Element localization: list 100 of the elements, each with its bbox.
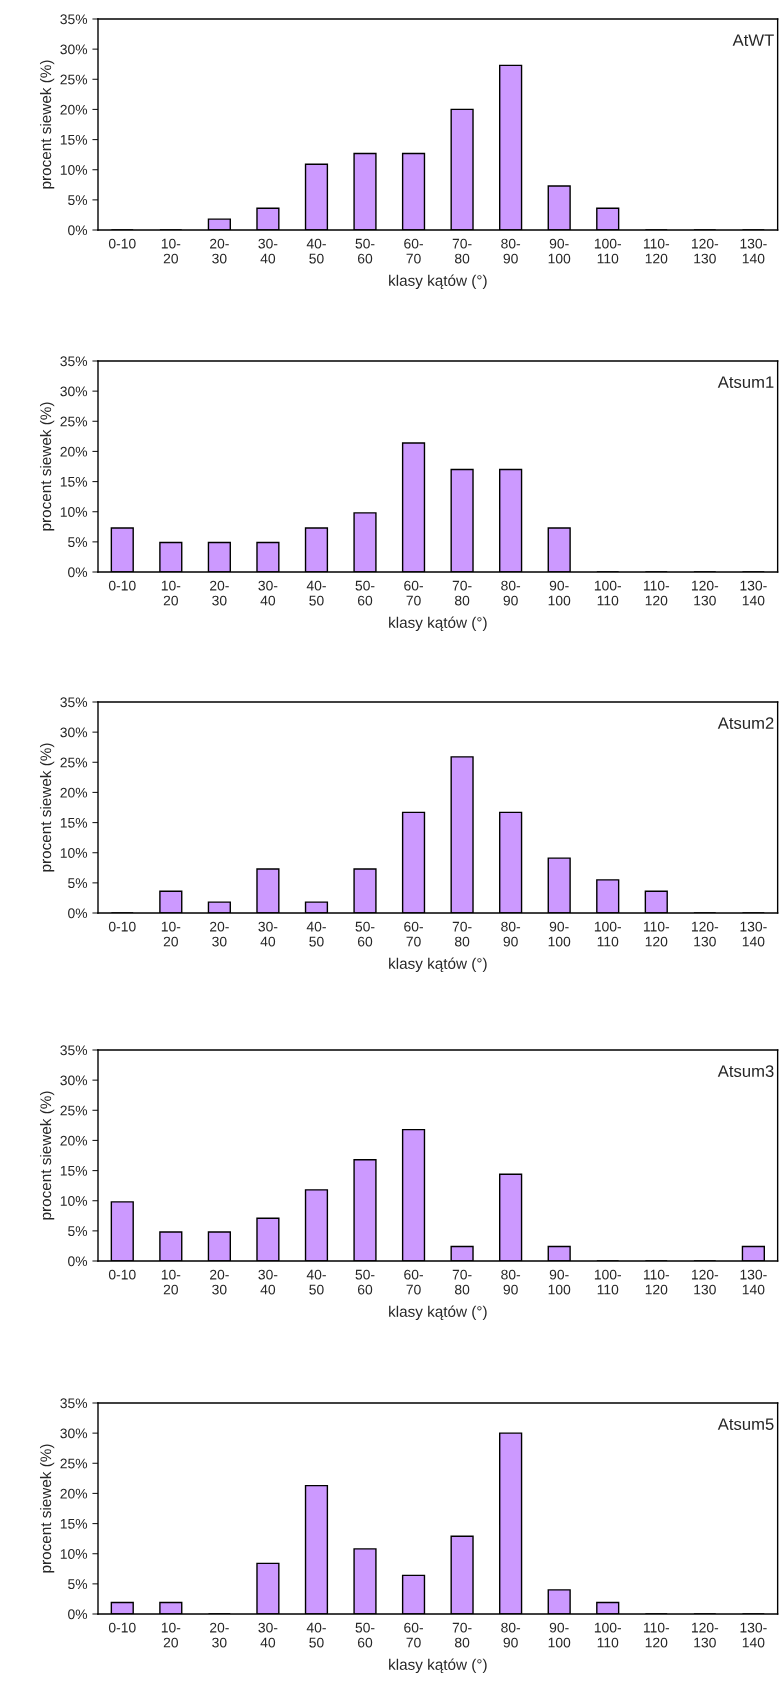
text: Atsum3 bbox=[717, 1065, 774, 1078]
x-tick-label: 30- 40 bbox=[258, 1269, 278, 1295]
x-tick-label: 50- 60 bbox=[355, 1269, 375, 1295]
y-tick-label: 35% bbox=[60, 1045, 88, 1056]
y-tick-label: 0% bbox=[68, 1256, 88, 1267]
x-tick-label: 0-10 bbox=[108, 921, 136, 932]
x-tick-label: 70- 80 bbox=[452, 238, 472, 264]
x-tick-label: 100- 110 bbox=[594, 238, 622, 264]
x-tick-label: 20- 30 bbox=[210, 1622, 229, 1648]
x-tick-label: 110- 120 bbox=[643, 238, 670, 264]
y-axis-title: procent siewek (%) bbox=[39, 743, 55, 872]
x-tick-label: 130- 140 bbox=[740, 1622, 767, 1648]
y-axis-title: procent siewek (%) bbox=[39, 60, 55, 189]
x-tick-label: 90- 100 bbox=[548, 921, 571, 947]
y-tick-label: 10% bbox=[60, 1196, 88, 1206]
x-tick-label: 50- 60 bbox=[355, 921, 375, 947]
text: AtWT bbox=[732, 34, 774, 46]
x-tick-label: 130- 140 bbox=[740, 580, 767, 606]
x-tick-label: 90- 100 bbox=[548, 1622, 571, 1648]
y-axis-title: procent siewek (%) bbox=[39, 1444, 55, 1573]
x-tick-label: 50- 60 bbox=[355, 580, 375, 606]
y-tick-label: 25% bbox=[60, 1105, 88, 1116]
y-tick-label: 15% bbox=[60, 476, 88, 487]
y-tick-label: 30% bbox=[60, 44, 88, 55]
x-tick-label: 10- 20 bbox=[161, 921, 181, 947]
y-tick-label: 0% bbox=[68, 567, 88, 578]
x-tick-label: 0-10 bbox=[108, 580, 136, 591]
x-tick-label: 0-10 bbox=[108, 1269, 136, 1280]
y-tick-label: 5% bbox=[68, 537, 88, 548]
x-tick-label: 130- 140 bbox=[740, 238, 767, 264]
x-tick-label: 40- 50 bbox=[306, 580, 326, 606]
x-axis-title: klasy kątów (°) bbox=[389, 616, 487, 632]
x-tick-label: 40- 50 bbox=[306, 238, 326, 264]
y-tick-label: 15% bbox=[60, 134, 88, 145]
x-tick-label: 90- 100 bbox=[548, 580, 571, 606]
x-tick-label: 0-10 bbox=[108, 238, 136, 249]
text: Atsum5 bbox=[717, 1418, 774, 1431]
y-tick-label: 5% bbox=[68, 1579, 88, 1590]
y-tick-label: 30% bbox=[60, 1075, 88, 1086]
x-tick-label: 40- 50 bbox=[306, 921, 326, 947]
x-tick-label: 30- 40 bbox=[258, 580, 278, 606]
x-tick-label: 120- 130 bbox=[691, 238, 719, 264]
x-tick-label: 80- 90 bbox=[501, 238, 521, 264]
x-tick-label: 110- 120 bbox=[643, 580, 670, 606]
x-tick-label: 80- 90 bbox=[501, 1622, 521, 1648]
x-tick-label: 70- 80 bbox=[452, 921, 472, 947]
x-tick-label: 10- 20 bbox=[161, 1622, 181, 1648]
x-tick-label: 100- 110 bbox=[594, 921, 622, 947]
x-tick-label: 80- 90 bbox=[501, 1269, 521, 1295]
y-tick-label: 0% bbox=[68, 908, 88, 919]
x-tick-label: 20- 30 bbox=[210, 580, 229, 606]
y-tick-label: 0% bbox=[68, 225, 88, 236]
x-tick-label: 0-10 bbox=[108, 1622, 136, 1633]
y-tick-label: 5% bbox=[68, 1226, 88, 1237]
y-tick-label: 25% bbox=[60, 757, 88, 768]
x-tick-label: 70- 80 bbox=[452, 580, 472, 606]
x-tick-label: 110- 120 bbox=[643, 1269, 670, 1295]
y-tick-label: 20% bbox=[60, 1488, 88, 1499]
x-tick-label: 100- 110 bbox=[594, 1269, 622, 1295]
x-tick-label: 30- 40 bbox=[258, 238, 278, 264]
x-tick-label: 60- 70 bbox=[404, 1622, 423, 1648]
x-tick-label: 20- 30 bbox=[210, 1269, 229, 1295]
x-tick-label: 130- 140 bbox=[740, 921, 767, 947]
x-tick-label: 20- 30 bbox=[210, 921, 229, 947]
y-tick-label: 15% bbox=[60, 817, 88, 828]
y-tick-label: 0% bbox=[68, 1609, 88, 1620]
y-axis-title: procent siewek (%) bbox=[39, 402, 55, 531]
x-tick-label: 60- 70 bbox=[404, 921, 423, 947]
x-tick-label: 80- 90 bbox=[501, 580, 521, 606]
x-tick-label: 70- 80 bbox=[452, 1622, 472, 1648]
x-tick-label: 60- 70 bbox=[404, 1269, 423, 1295]
x-tick-label: 20- 30 bbox=[210, 238, 229, 264]
x-tick-label: 100- 110 bbox=[594, 580, 622, 606]
y-tick-label: 25% bbox=[60, 1458, 88, 1469]
y-tick-label: 35% bbox=[60, 14, 88, 25]
x-tick-label: 30- 40 bbox=[258, 1622, 278, 1648]
text: Atsum2 bbox=[717, 717, 774, 730]
y-tick-label: 10% bbox=[60, 507, 88, 517]
y-tick-label: 10% bbox=[60, 848, 88, 858]
x-tick-label: 60- 70 bbox=[404, 580, 423, 606]
x-tick-label: 50- 60 bbox=[355, 238, 375, 264]
y-tick-label: 35% bbox=[60, 1398, 88, 1409]
y-tick-label: 10% bbox=[60, 1549, 88, 1559]
y-tick-label: 35% bbox=[60, 356, 88, 367]
x-axis-title: klasy kątów (°) bbox=[389, 957, 487, 973]
x-tick-label: 90- 100 bbox=[548, 1269, 571, 1295]
x-tick-label: 90- 100 bbox=[548, 238, 571, 264]
x-tick-label: 120- 130 bbox=[691, 921, 719, 947]
x-tick-label: 60- 70 bbox=[404, 238, 423, 264]
x-tick-label: 100- 110 bbox=[594, 1622, 622, 1648]
x-tick-label: 80- 90 bbox=[501, 921, 521, 947]
y-tick-label: 5% bbox=[68, 878, 88, 889]
y-tick-label: 25% bbox=[60, 416, 88, 427]
x-tick-label: 120- 130 bbox=[691, 1269, 719, 1295]
x-tick-label: 10- 20 bbox=[161, 238, 181, 264]
x-axis-title: klasy kątów (°) bbox=[389, 274, 487, 290]
y-axis-title: procent siewek (%) bbox=[39, 1091, 55, 1220]
x-tick-label: 70- 80 bbox=[452, 1269, 472, 1295]
x-tick-label: 40- 50 bbox=[306, 1622, 326, 1648]
x-tick-label: 110- 120 bbox=[643, 921, 670, 947]
